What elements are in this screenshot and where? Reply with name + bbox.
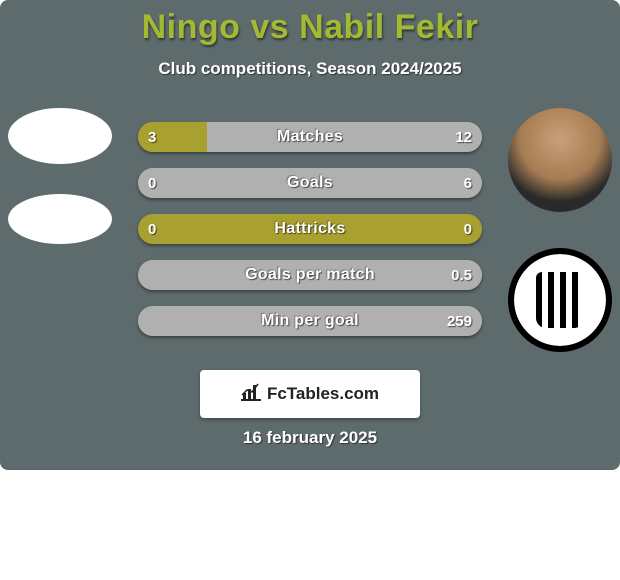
brand-badge: FcTables.com	[200, 370, 420, 418]
stat-label: Matches	[138, 122, 482, 152]
stat-label: Min per goal	[138, 306, 482, 336]
stats-bars: Matches312Goals06Hattricks00Goals per ma…	[138, 122, 482, 352]
page-title: Ningo vs Nabil Fekir	[0, 0, 620, 47]
right-portraits	[508, 108, 612, 388]
stat-label: Goals	[138, 168, 482, 198]
comparison-card: Ningo vs Nabil Fekir Club competitions, …	[0, 0, 620, 470]
stat-value-left: 0	[148, 214, 156, 244]
stat-bar: Min per goal259	[138, 306, 482, 336]
left-club-badge	[8, 194, 112, 244]
stat-bar: Goals0 6	[138, 168, 482, 198]
left-player-avatar	[8, 108, 112, 164]
stat-bar: Hattricks0 0	[138, 214, 482, 244]
subtitle: Club competitions, Season 2024/2025	[0, 59, 620, 79]
stat-label: Goals per match	[138, 260, 482, 290]
stat-value-left: 3	[148, 122, 156, 152]
brand-text: FcTables.com	[267, 384, 379, 404]
date-text: 16 february 2025	[0, 428, 620, 448]
stat-value-right: 0	[464, 214, 472, 244]
stat-bar: Goals per match0.5	[138, 260, 482, 290]
stat-value-right: 259	[447, 306, 472, 336]
stat-bar: Matches3 12	[138, 122, 482, 152]
chart-icon	[241, 383, 261, 406]
stat-value-right: 6	[464, 168, 472, 198]
right-player-avatar	[508, 108, 612, 212]
stat-label: Hattricks	[138, 214, 482, 244]
stat-value-right: 0.5	[451, 260, 472, 290]
stat-value-right: 12	[455, 122, 472, 152]
stat-value-left: 0	[148, 168, 156, 198]
left-portraits	[8, 108, 112, 280]
right-club-badge	[508, 248, 612, 352]
